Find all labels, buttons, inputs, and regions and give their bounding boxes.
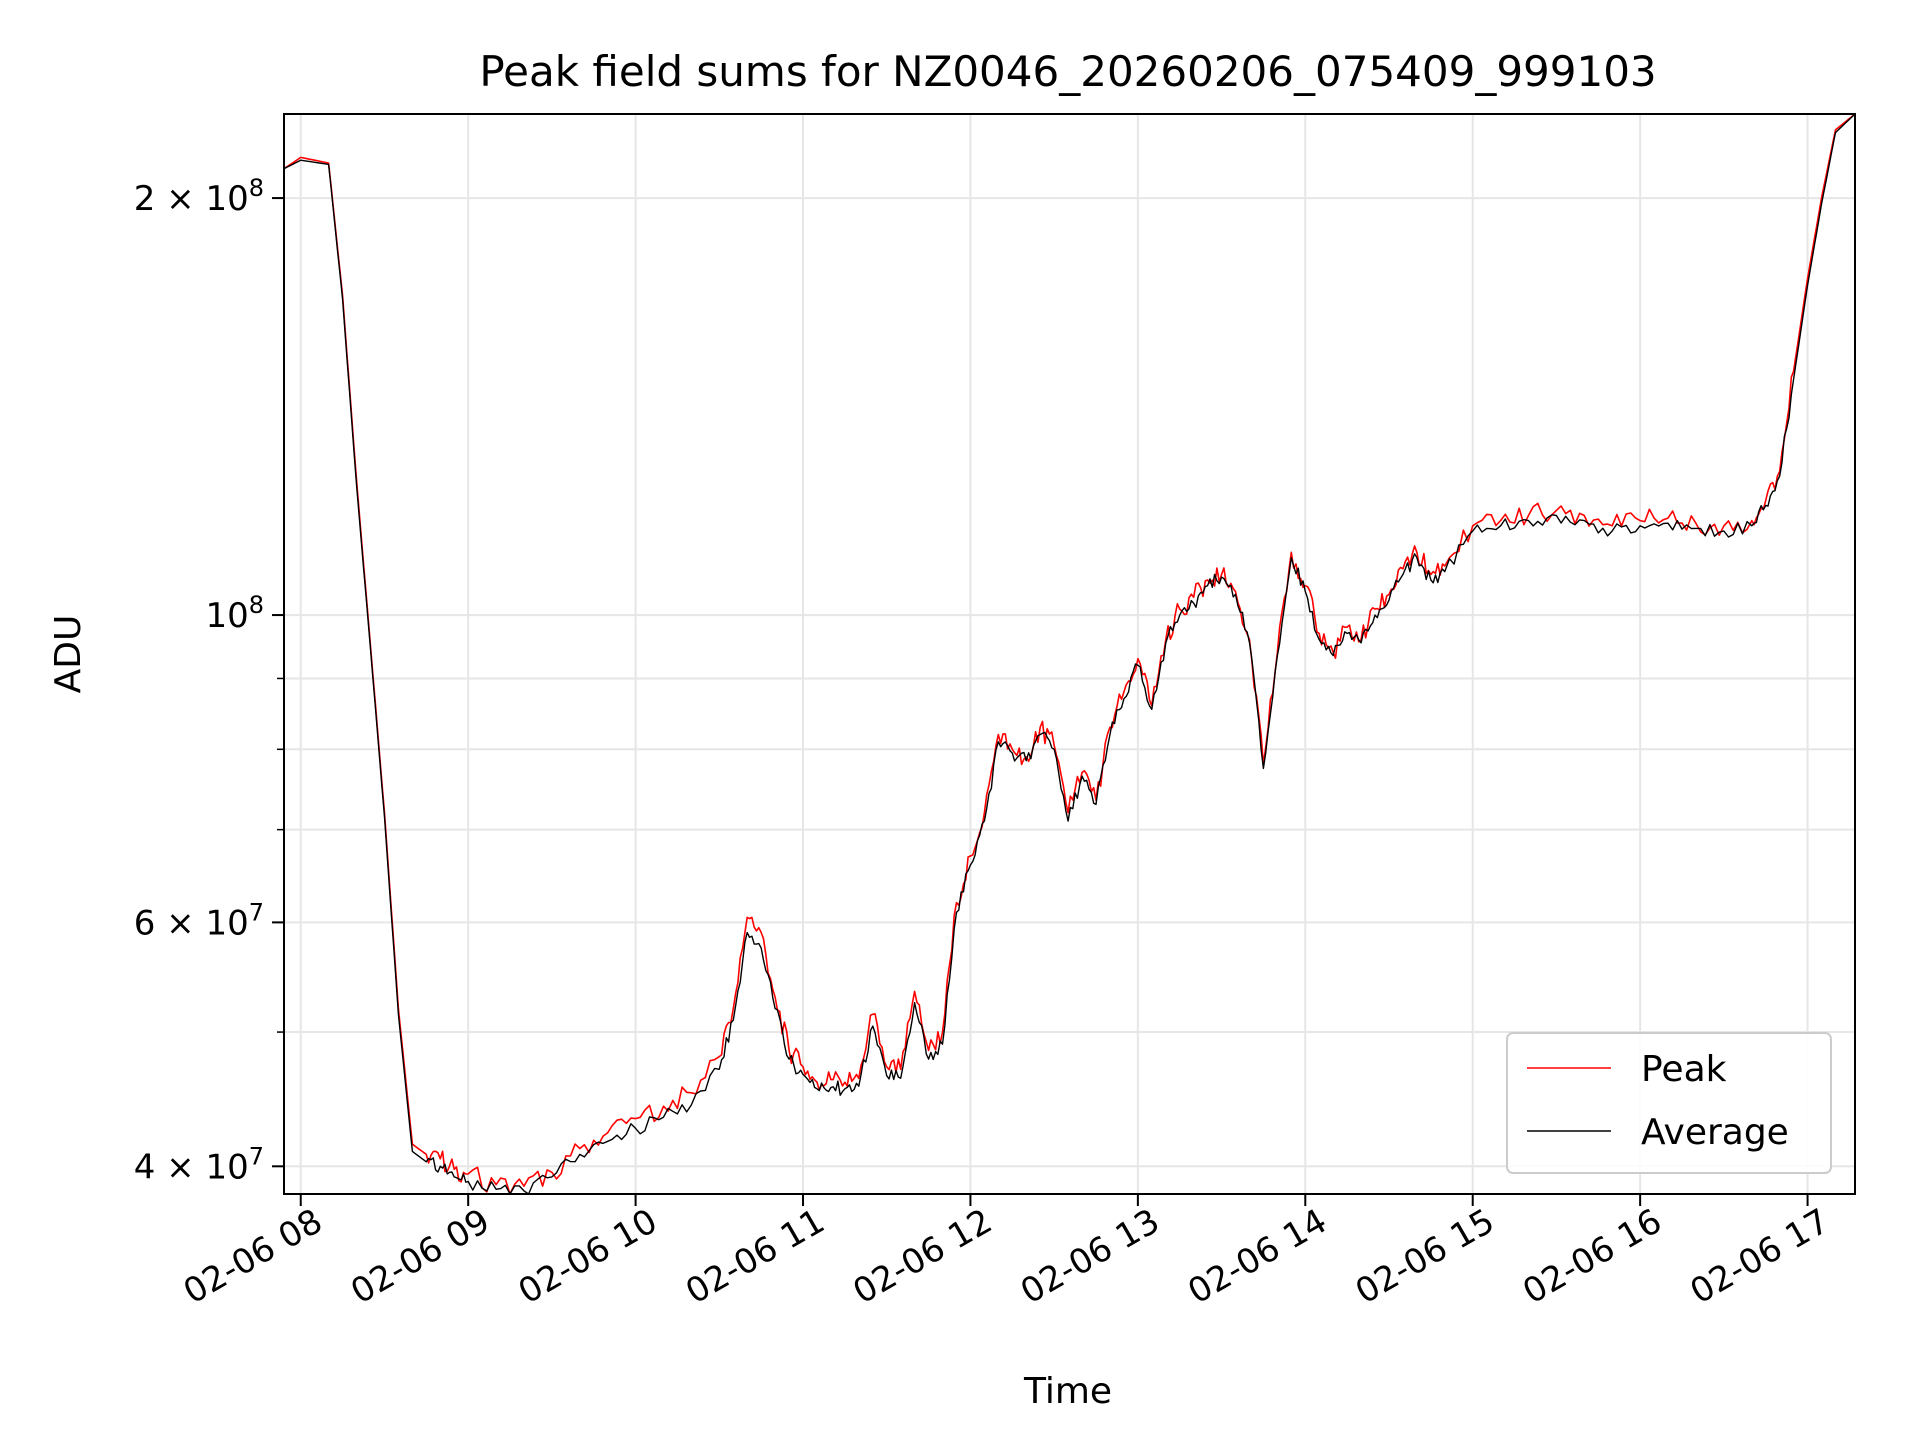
chart-title: Peak field sums for NZ0046_20260206_0754…: [479, 47, 1656, 96]
plot-area: [284, 114, 1855, 1194]
y-tick-label: 108: [205, 591, 264, 636]
y-tick-label: 4 × 107: [134, 1142, 264, 1187]
series-line-peak: [283, 113, 1856, 1195]
y-gridlines: [284, 197, 1855, 1168]
x-axis-label: Time: [1023, 1371, 1112, 1412]
y-axis: 4 × 107 6 × 107 108 2 × 108: [134, 174, 284, 1187]
legend-label-average: Average: [1641, 1112, 1789, 1153]
x-gridlines: [299, 114, 1809, 1194]
series-line-average: [283, 113, 1856, 1195]
legend: Peak Average: [1506, 1032, 1832, 1174]
y-axis-label: ADU: [48, 615, 89, 694]
series-layer: [283, 113, 1856, 1195]
y-tick-label: 6 × 107: [134, 898, 264, 943]
legend-label-peak: Peak: [1641, 1049, 1727, 1090]
plot-frame: [283, 113, 1856, 1195]
y-tick-label: 2 × 108: [134, 174, 264, 219]
